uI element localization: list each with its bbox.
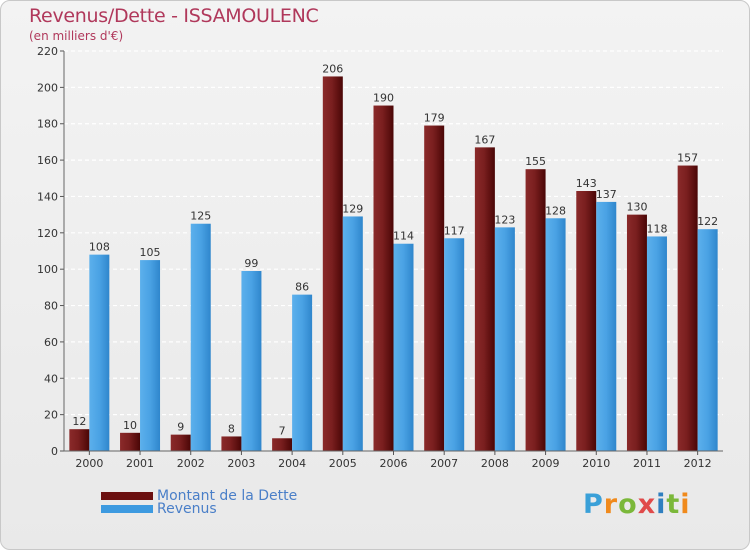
x-tick-label: 2004 [278,457,306,470]
y-tick-label: 60 [44,336,58,349]
bar-dette [322,76,343,452]
bar-revenus [89,254,110,451]
bar-revenus [140,260,161,451]
data-label: 10 [123,419,137,432]
bar-revenus [393,243,414,451]
data-label: 122 [697,215,718,228]
bar-revenus [596,201,617,451]
data-label: 7 [279,424,286,437]
bar-revenus [241,271,262,451]
y-tick-label: 160 [37,154,58,167]
bar-dette [576,191,597,451]
data-label: 190 [373,92,394,105]
legend-label-dette: Montant de la Dette [157,488,298,504]
legend-label-revenus: Revenus [157,501,217,517]
bar-revenus [646,236,667,451]
bar-revenus [190,223,211,451]
y-tick-label: 20 [44,409,58,422]
y-tick-label: 180 [37,118,58,131]
x-tick-label: 2006 [380,457,408,470]
bar-revenus [545,218,566,451]
bar-dette [221,436,242,451]
y-tick-label: 80 [44,300,58,313]
data-label: 86 [295,281,309,294]
bar-revenus [342,216,363,451]
data-label: 143 [576,177,597,190]
data-label: 117 [444,224,465,237]
data-label: 157 [677,152,698,165]
data-label: 114 [393,230,414,243]
data-label: 108 [89,241,110,254]
x-tick-label: 2000 [75,457,103,470]
chart-subtitle: (en milliers d'€) [29,29,124,43]
x-tick-label: 2007 [430,457,458,470]
x-tick-label: 2005 [329,457,357,470]
data-label: 167 [474,133,495,146]
bar-revenus [697,229,718,451]
y-tick-label: 0 [51,445,58,458]
data-label: 206 [322,62,343,75]
data-label: 128 [545,204,566,217]
bar-dette [525,169,546,451]
data-label: 99 [244,257,258,270]
x-tick-label: 2008 [481,457,509,470]
data-label: 118 [646,222,667,235]
bar-dette [677,165,698,451]
y-tick-label: 120 [37,227,58,240]
bar-dette [373,105,394,451]
x-tick-label: 2009 [532,457,560,470]
bar-revenus [444,238,465,451]
bar-dette [272,438,293,451]
proxiti-logo: Proxiti [583,489,691,520]
data-label: 105 [140,246,161,259]
y-tick-label: 40 [44,372,58,385]
legend-swatch-dette [101,492,153,500]
data-label: 9 [177,421,184,434]
x-tick-label: 2002 [177,457,205,470]
bar-dette [170,434,191,451]
data-label: 179 [424,112,445,125]
x-tick-label: 2011 [633,457,661,470]
data-label: 8 [228,422,235,435]
x-tick-label: 2003 [227,457,255,470]
bar-dette [120,432,141,451]
bar-dette [69,429,90,451]
bar-dette [626,214,647,451]
data-label: 129 [342,202,363,215]
data-label: 12 [72,415,86,428]
data-label: 137 [596,188,617,201]
x-tick-label: 2010 [582,457,610,470]
y-tick-label: 140 [37,190,58,203]
legend-item-dette: Montant de la Dette [101,488,297,504]
y-tick-label: 100 [37,263,58,276]
bar-dette [474,147,495,451]
data-label: 125 [190,210,211,223]
y-tick-label: 220 [37,45,58,58]
bar-revenus [494,227,515,451]
chart-title: Revenus/Dette - ISSAMOULENC [29,5,319,27]
legend-swatch-revenus [101,505,153,513]
data-label: 130 [626,201,647,214]
data-label: 123 [494,213,515,226]
bar-dette [424,125,445,451]
x-tick-label: 2012 [684,457,712,470]
data-label: 155 [525,155,546,168]
y-tick-label: 200 [37,81,58,94]
bar-revenus [292,294,313,451]
legend-item-revenus: Revenus [101,501,217,517]
x-tick-label: 2001 [126,457,154,470]
